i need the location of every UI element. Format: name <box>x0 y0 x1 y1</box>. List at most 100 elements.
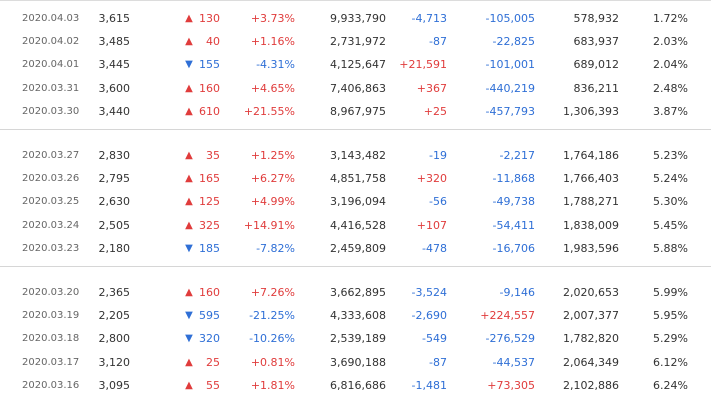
net-buy-1-cell: +367 <box>416 81 447 95</box>
holding-ratio-cell: 5.29% <box>653 332 688 346</box>
volume-cell: 4,125,647 <box>330 58 386 72</box>
holding-ratio-cell: 3.87% <box>653 104 688 118</box>
volume-cell: 3,690,188 <box>330 355 386 369</box>
change-cell: 595 <box>199 309 220 323</box>
holdings-cell: 689,012 <box>573 58 620 72</box>
holdings-cell: 836,211 <box>573 81 620 95</box>
net-buy-1-cell: -1,481 <box>411 378 447 392</box>
net-buy-2-cell: -105,005 <box>485 12 535 25</box>
holding-ratio-cell: 6.24% <box>653 378 688 392</box>
triangle-up-icon: ▲ <box>185 82 193 94</box>
close-price-cell: 3,615 <box>98 12 131 25</box>
change-percent-cell: -7.82% <box>256 241 295 255</box>
change-percent-cell: +7.26% <box>250 286 295 299</box>
holdings-cell: 1,782,820 <box>563 332 619 346</box>
holding-ratio-cell: 5.88% <box>653 241 688 255</box>
table-row: 2020.04.02 3,485 ▲ 40 +1.16% 2,731,972 -87 -22,… <box>0 30 711 53</box>
date-cell: 2020.03.30 <box>22 105 80 117</box>
volume-cell: 2,459,809 <box>330 241 386 255</box>
holding-ratio-cell: 2.04% <box>653 58 688 72</box>
change-cell: 40 <box>206 35 220 49</box>
change-percent-cell: -4.31% <box>256 58 295 72</box>
net-buy-2-cell: -22,825 <box>492 35 535 49</box>
change-percent-cell: +0.81% <box>250 355 295 369</box>
holdings-cell: 2,007,377 <box>563 309 619 323</box>
net-buy-2-cell: +224,557 <box>480 309 535 323</box>
close-price-cell: 2,830 <box>98 149 131 162</box>
holdings-cell: 2,102,886 <box>563 378 619 392</box>
net-buy-1-cell: +25 <box>423 104 447 118</box>
triangle-up-icon: ▲ <box>185 150 193 161</box>
volume-cell: 2,539,189 <box>330 332 386 346</box>
triangle-up-icon: ▲ <box>185 36 193 48</box>
holdings-cell: 683,937 <box>573 35 620 49</box>
volume-cell: 4,851,758 <box>330 172 386 186</box>
close-price-cell: 2,505 <box>98 218 131 232</box>
close-price-cell: 2,365 <box>98 286 131 299</box>
holding-ratio-cell: 1.72% <box>653 12 688 25</box>
triangle-down-icon: ▼ <box>185 59 193 71</box>
table-row: 2020.04.03 3,615 ▲ 130 +3.73% 9,933,790 -4,713… <box>0 7 711 30</box>
change-percent-cell: +6.27% <box>250 172 295 186</box>
table-row: 2020.03.16 3,095 ▲ 55 +1.81% 6,816,686 -1,481 +… <box>0 374 711 397</box>
close-price-cell: 3,445 <box>98 58 131 72</box>
date-cell: 2020.03.23 <box>22 242 80 254</box>
group-divider <box>0 266 711 267</box>
holdings-cell: 1,306,393 <box>563 104 619 118</box>
close-price-cell: 2,630 <box>98 195 131 209</box>
holding-ratio-cell: 5.99% <box>653 286 688 299</box>
net-buy-2-cell: +73,305 <box>487 378 535 392</box>
net-buy-2-cell: -101,001 <box>485 58 535 72</box>
change-percent-cell: +1.16% <box>250 35 295 49</box>
net-buy-1-cell: -3,524 <box>411 286 447 299</box>
date-cell: 2020.03.31 <box>22 82 80 94</box>
net-buy-1-cell: +21,591 <box>399 58 447 72</box>
date-cell: 2020.03.17 <box>22 356 80 368</box>
volume-cell: 7,406,863 <box>330 81 386 95</box>
triangle-up-icon: ▲ <box>185 105 193 117</box>
change-percent-cell: +1.81% <box>250 378 295 392</box>
holding-ratio-cell: 5.45% <box>653 218 688 232</box>
holdings-cell: 578,932 <box>573 12 620 25</box>
net-buy-2-cell: -2,217 <box>499 149 535 162</box>
table-row: 2020.03.20 2,365 ▲ 160 +7.26% 3,662,895 -3,524… <box>0 281 711 304</box>
holding-ratio-cell: 5.95% <box>653 309 688 323</box>
change-percent-cell: +14.91% <box>243 218 295 232</box>
close-price-cell: 3,600 <box>98 81 131 95</box>
change-cell: 160 <box>199 286 220 299</box>
date-cell: 2020.04.01 <box>22 59 80 71</box>
table-row: 2020.03.27 2,830 ▲ 35 +1.25% 3,143,482 -19 -2,2… <box>0 144 711 167</box>
change-cell: 160 <box>199 81 220 95</box>
triangle-down-icon: ▼ <box>185 310 193 322</box>
change-percent-cell: -21.25% <box>249 309 295 323</box>
change-percent-cell: +4.99% <box>250 195 295 209</box>
triangle-down-icon: ▼ <box>185 333 193 345</box>
triangle-up-icon: ▲ <box>185 13 193 24</box>
net-buy-1-cell: -56 <box>429 195 447 209</box>
date-cell: 2020.03.16 <box>22 379 80 391</box>
close-price-cell: 3,485 <box>98 35 131 49</box>
change-percent-cell: +1.25% <box>250 149 295 162</box>
net-buy-1-cell: -2,690 <box>411 309 447 323</box>
net-buy-2-cell: -276,529 <box>485 332 535 346</box>
net-buy-2-cell: -49,738 <box>492 195 535 209</box>
holdings-cell: 1,983,596 <box>563 241 619 255</box>
change-cell: 610 <box>199 104 220 118</box>
table-top-rule <box>0 0 711 1</box>
net-buy-2-cell: -54,411 <box>492 218 535 232</box>
holding-ratio-cell: 5.24% <box>653 172 688 186</box>
date-cell: 2020.03.18 <box>22 333 80 345</box>
date-cell: 2020.04.02 <box>22 36 80 48</box>
change-percent-cell: -10.26% <box>249 332 295 346</box>
table-row: 2020.03.24 2,505 ▲ 325 +14.91% 4,416,528 +107 -… <box>0 214 711 237</box>
triangle-up-icon: ▲ <box>185 196 193 208</box>
net-buy-1-cell: +320 <box>416 172 447 186</box>
close-price-cell: 3,095 <box>98 378 131 392</box>
volume-cell: 6,816,686 <box>330 378 386 392</box>
holding-ratio-cell: 2.48% <box>653 81 688 95</box>
close-price-cell: 2,800 <box>98 332 131 346</box>
net-buy-2-cell: -440,219 <box>485 81 535 95</box>
net-buy-2-cell: -44,537 <box>492 355 535 369</box>
close-price-cell: 2,180 <box>98 241 131 255</box>
volume-cell: 9,933,790 <box>330 12 386 25</box>
